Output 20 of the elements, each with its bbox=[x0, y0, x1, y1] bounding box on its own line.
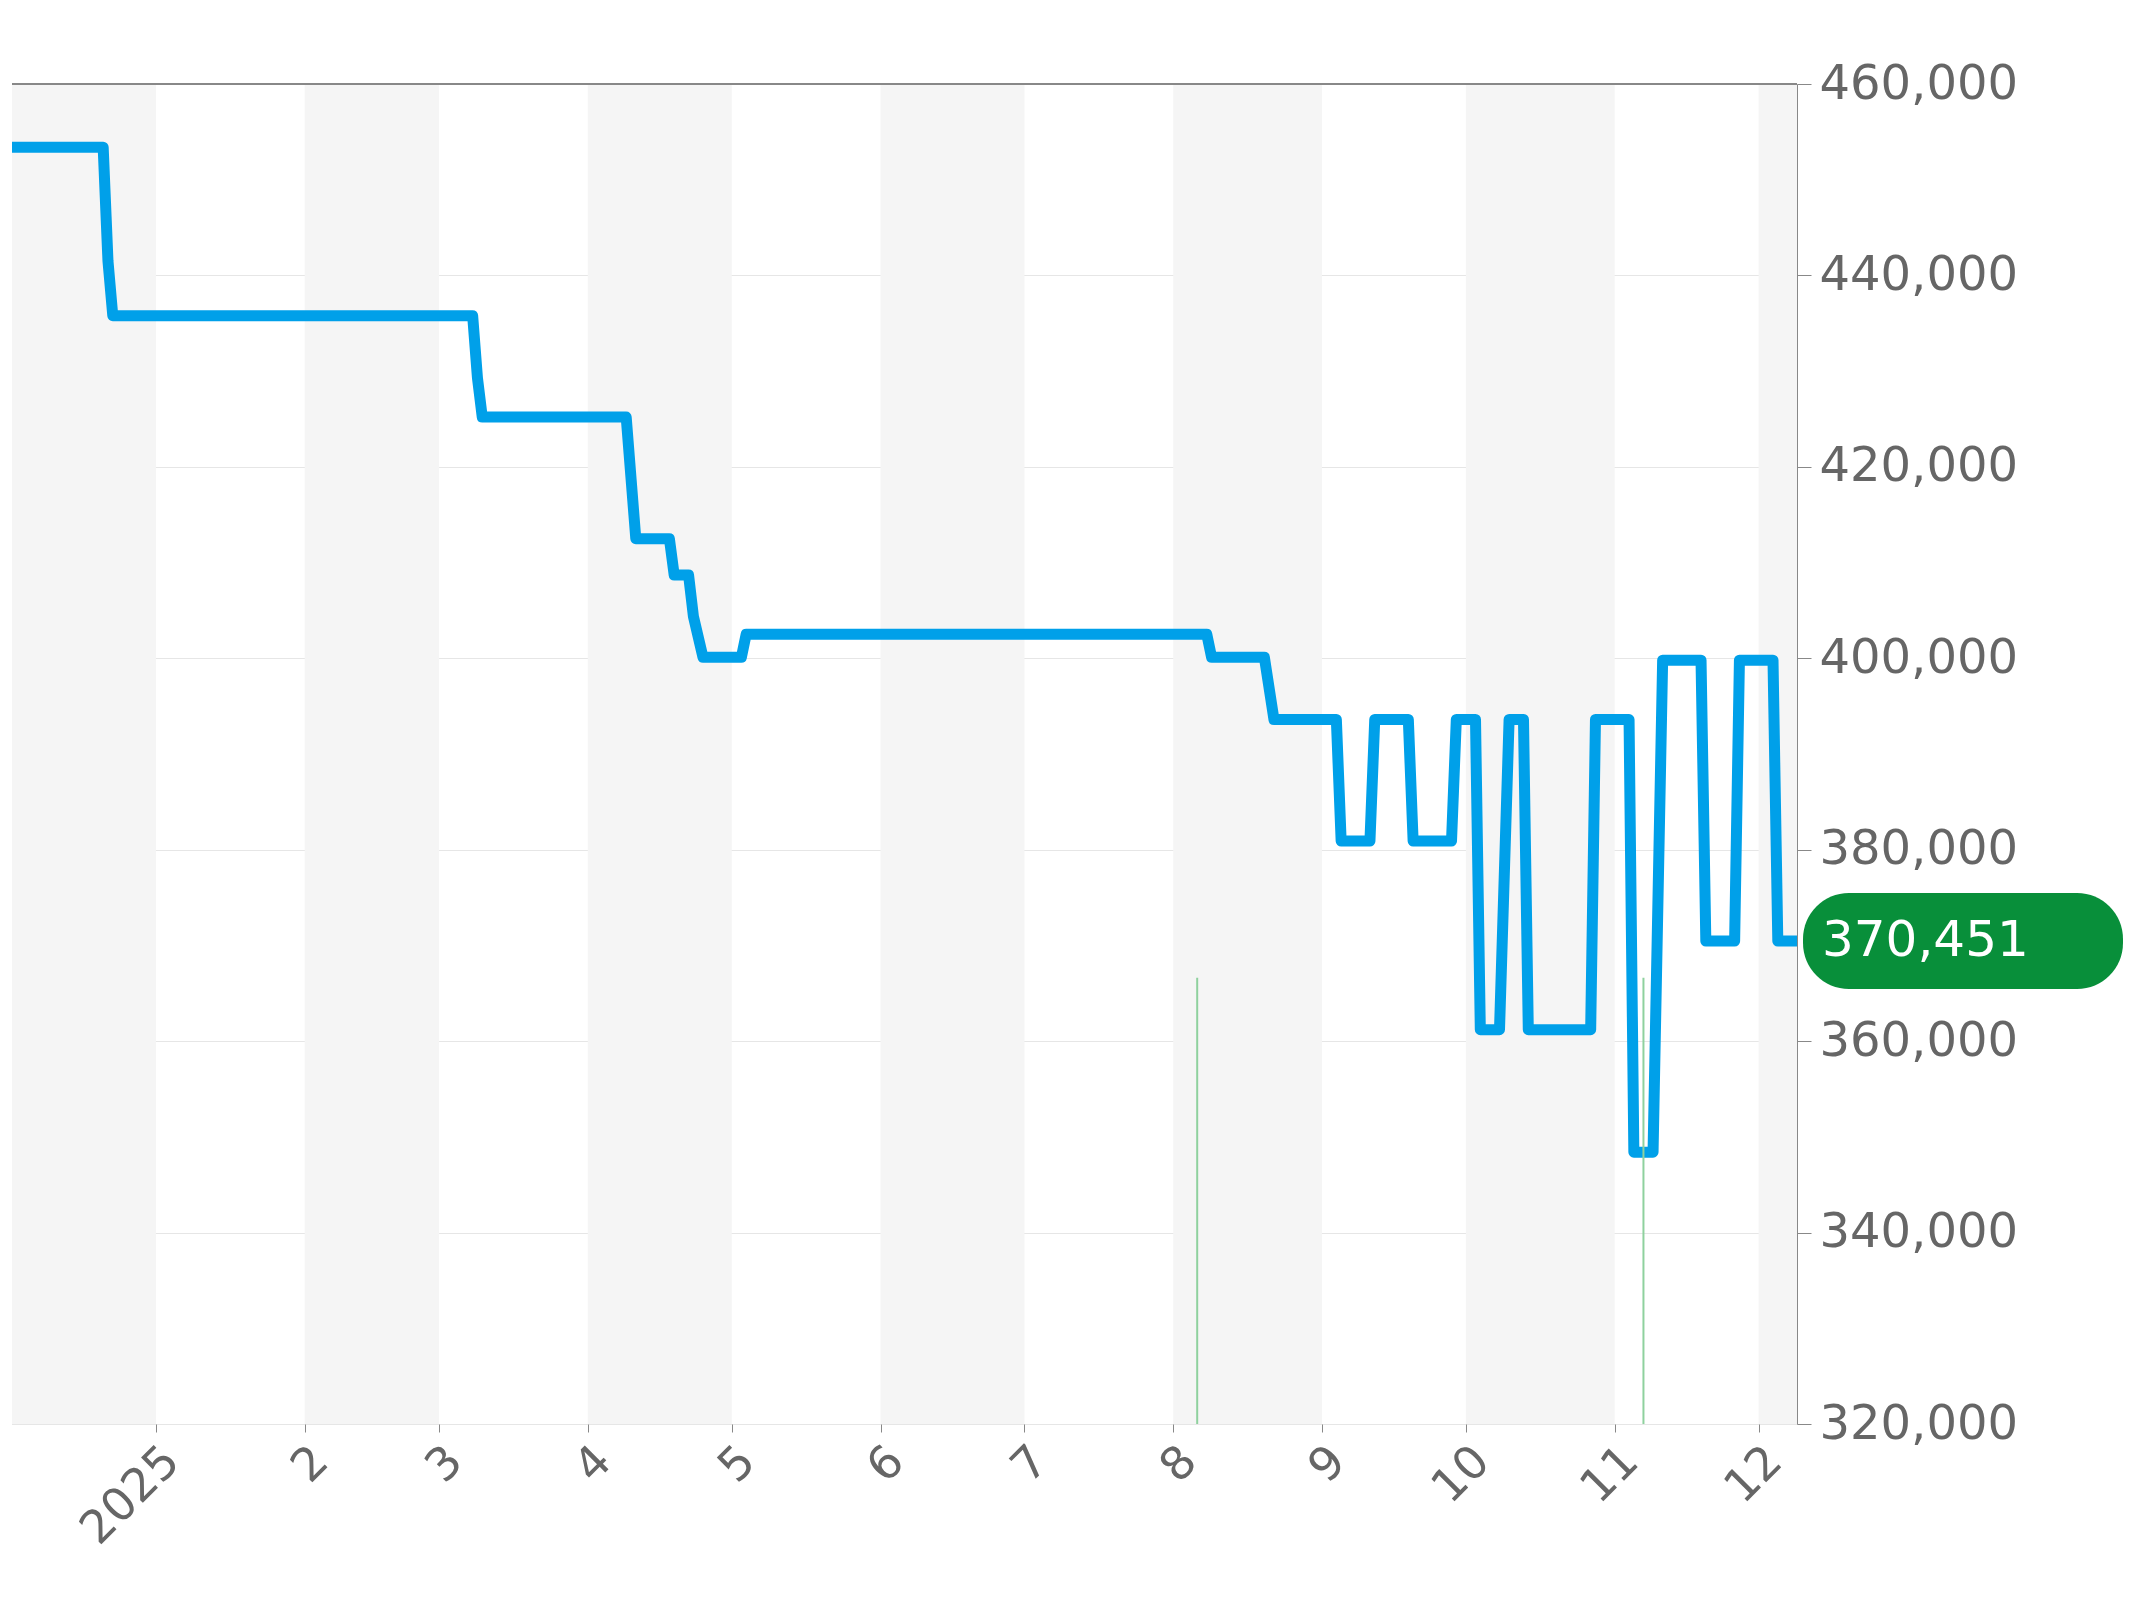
y-tick-label: 400,000 bbox=[1819, 627, 2018, 684]
x-tick-label: 10 bbox=[1420, 1433, 1500, 1514]
x-tick-label: 4 bbox=[562, 1433, 622, 1493]
x-tick-label: 6 bbox=[855, 1433, 915, 1493]
y-tick-label: 360,000 bbox=[1819, 1010, 2018, 1067]
x-tick-label: 9 bbox=[1296, 1433, 1356, 1493]
y-tick-label: 440,000 bbox=[1819, 244, 2018, 301]
x-tick-label: 7 bbox=[999, 1433, 1059, 1493]
y-tick-label: 460,000 bbox=[1819, 53, 2018, 110]
x-tick-label: 2 bbox=[279, 1433, 339, 1493]
x-tick-label: 5 bbox=[706, 1433, 766, 1493]
x-tick-label: 8 bbox=[1148, 1433, 1207, 1493]
x-tick-label: 3 bbox=[413, 1433, 473, 1493]
annotation: 370,451 bbox=[1822, 910, 2029, 969]
y-tick-label: 320,000 bbox=[1819, 1393, 2018, 1450]
y-tick-label: 420,000 bbox=[1819, 436, 2018, 493]
x-tick-label: 11 bbox=[1568, 1433, 1649, 1514]
y-tick-label: 380,000 bbox=[1819, 819, 2018, 876]
y-tick-label: 340,000 bbox=[1819, 1202, 2018, 1259]
x-tick-label: 12 bbox=[1712, 1433, 1793, 1514]
